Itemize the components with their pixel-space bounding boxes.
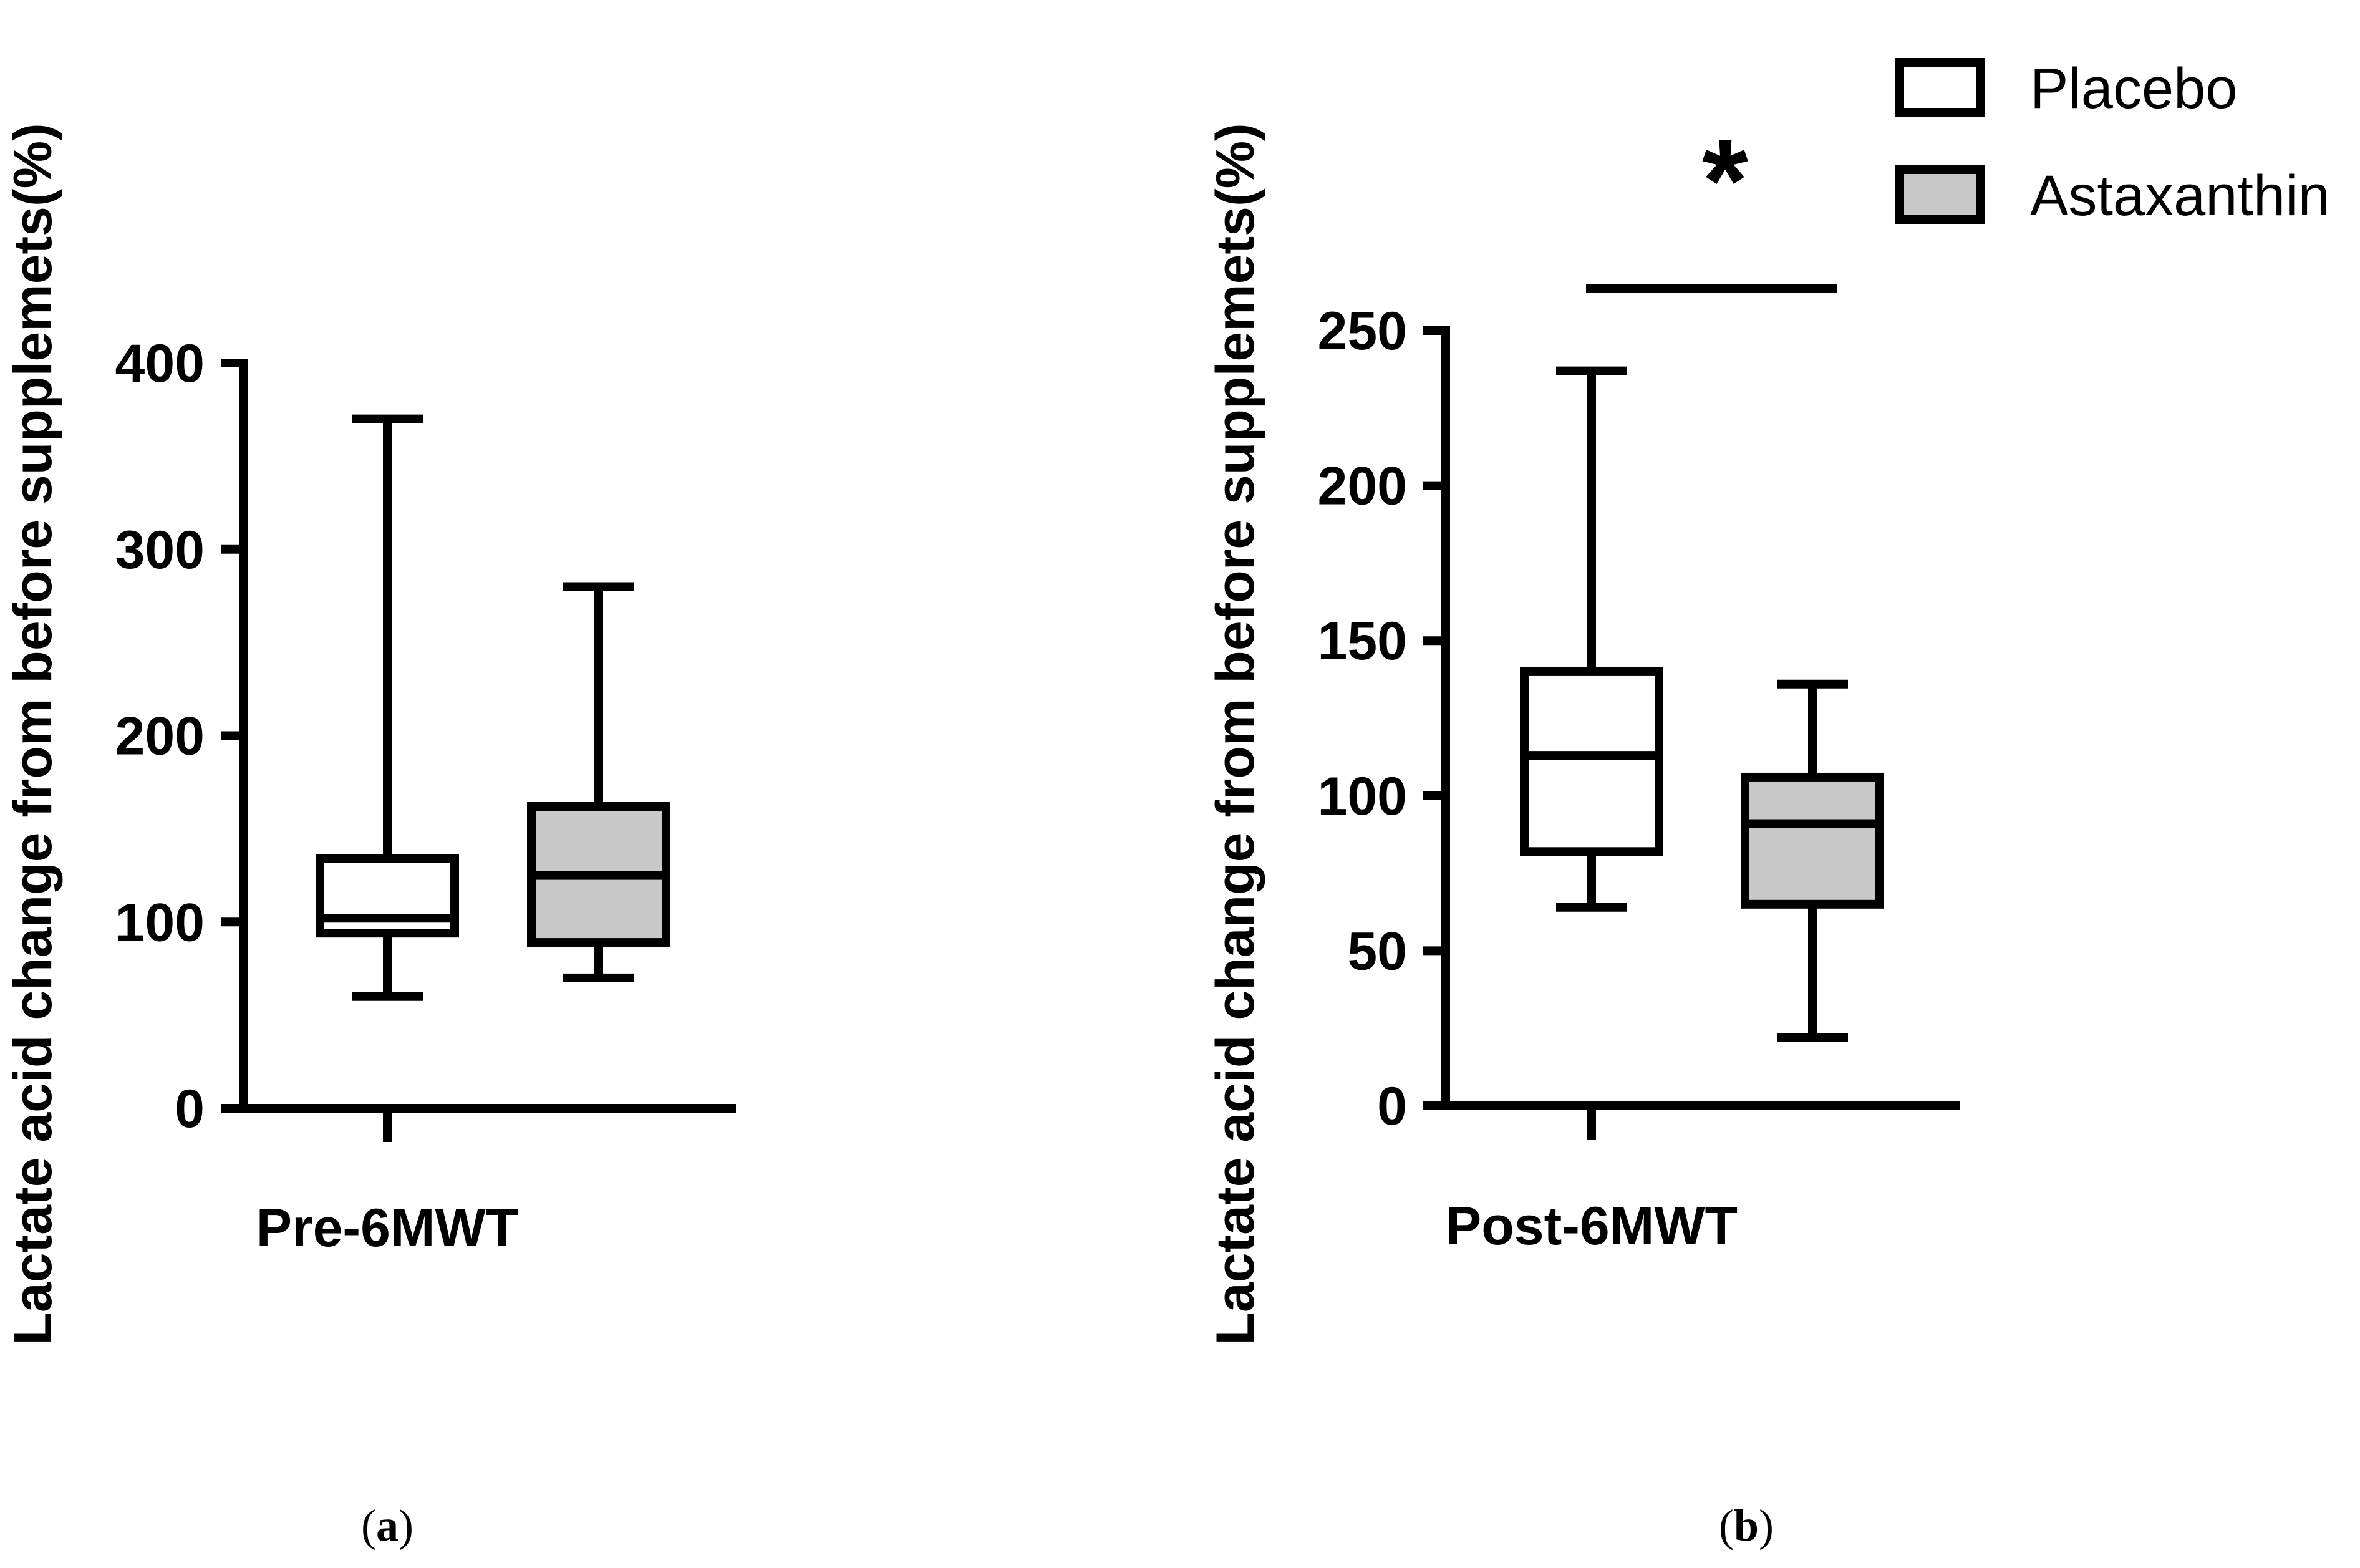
panel-b-caption: (b) — [1719, 1501, 1774, 1551]
panel-a-y-axis-label: Lactate acid change from before suppleme… — [3, 123, 63, 1345]
panel-b-y-tick-label-50: 50 — [1347, 921, 1407, 981]
panel-a-y-tick-label-100: 100 — [115, 893, 205, 952]
legend-swatch-astaxanthin — [1895, 165, 1985, 224]
legend: Placebo Astaxanthin — [1895, 57, 2330, 228]
panel-b-placebo-box — [1520, 667, 1663, 856]
panel-b-y-tick-label-0: 0 — [1377, 1077, 1407, 1136]
panel-a-y-tick-label-200: 200 — [115, 707, 205, 767]
panel-b-caption-letter: b — [1734, 1501, 1759, 1551]
panel-b-y-axis-label: Lactate acid change from before suppleme… — [1206, 123, 1265, 1345]
panel-b-marks: 0 50 100 150 200 250 — [1318, 284, 1960, 1140]
panel-a-caption-letter: a — [376, 1501, 399, 1551]
legend-swatch-placebo — [1895, 58, 1985, 117]
panel-b-y-tick-label-100: 100 — [1318, 767, 1408, 826]
panel-b-chart: 0 50 100 150 200 250 Lactate acid change from… — [1206, 115, 1960, 1551]
legend-label-placebo: Placebo — [2030, 57, 2237, 120]
panel-a-chart: 0 100 200 300 400 Lactate acid change from b… — [3, 123, 736, 1551]
panel-a-category-label: Pre-6MWT — [256, 1198, 518, 1258]
significance-star: * — [1702, 115, 1748, 247]
legend-label-astaxanthin: Astaxanthin — [2030, 164, 2330, 228]
panel-a-marks: 0 100 200 300 400 — [115, 334, 736, 1142]
panel-b-category-label: Post-6MWT — [1446, 1196, 1738, 1256]
panel-b-y-tick-label-150: 150 — [1318, 611, 1408, 671]
panel-a-y-tick-label-0: 0 — [175, 1079, 205, 1139]
panel-b-y-tick-label-200: 200 — [1318, 457, 1408, 516]
panel-b-y-tick-label-250: 250 — [1318, 301, 1408, 361]
panel-a-caption: (a) — [361, 1501, 413, 1551]
panel-a-y-tick-label-400: 400 — [115, 334, 205, 394]
panel-b-astaxanthin-box — [1741, 772, 1884, 909]
panel-a-y-tick-label-300: 300 — [115, 520, 205, 580]
